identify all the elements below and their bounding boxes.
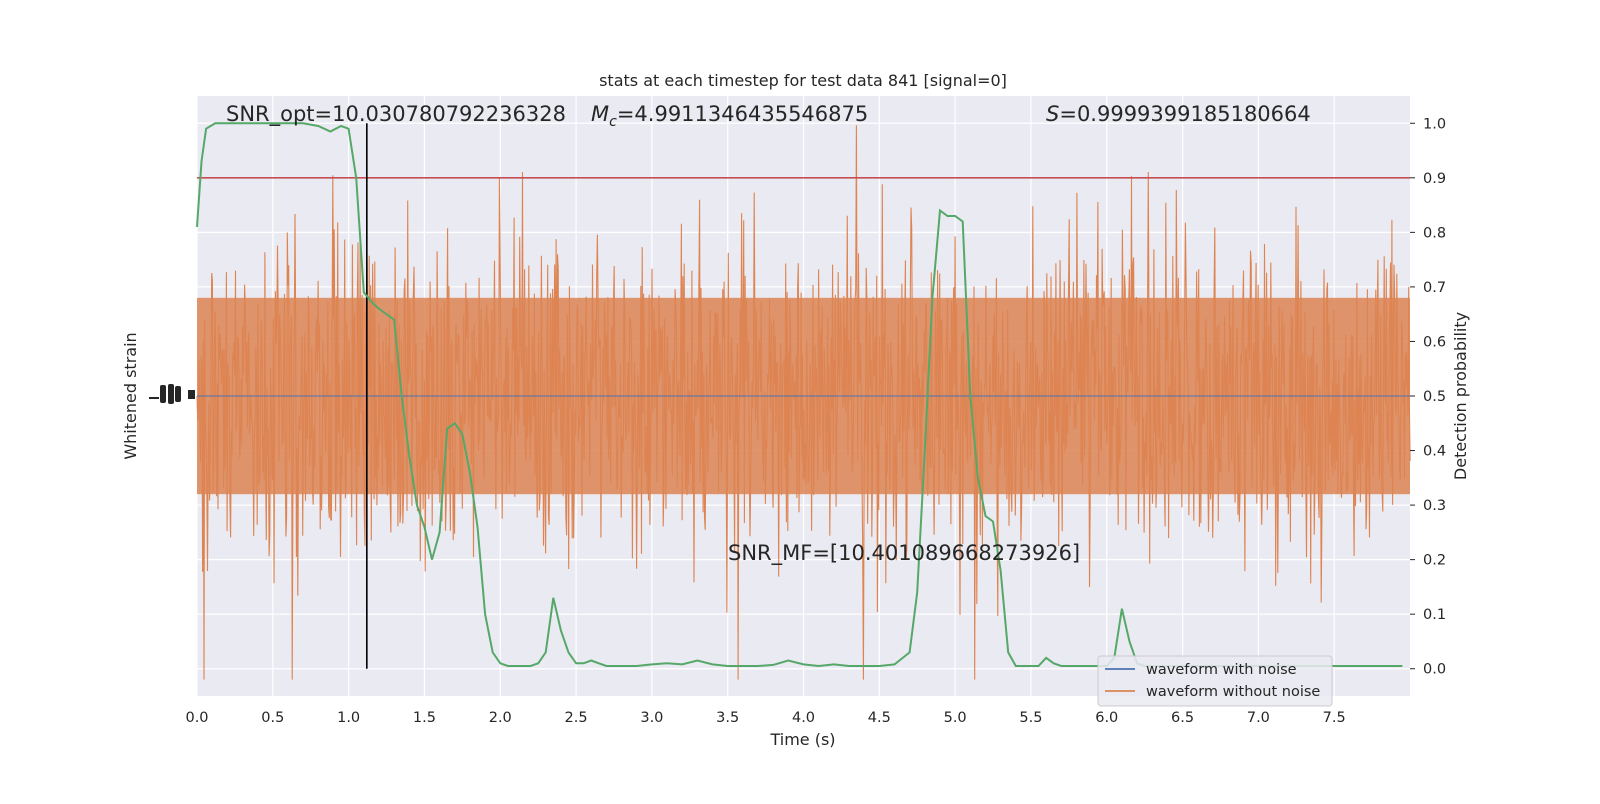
chirp-mass-annotation: Mc=4.9911346435546875 [591,102,868,130]
x-axis-label: Time (s) [769,730,835,749]
x-tick-label: 5.5 [1019,710,1042,726]
y-tick-label: 0.5 [1423,389,1446,405]
legend-label-with-noise: waveform with noise [1146,662,1297,678]
chirp-mass-value: =4.9911346435546875 [617,102,868,126]
legend-label-without-noise: waveform without noise [1146,684,1320,700]
snr-opt-annotation: SNR_opt=10.030780792236328 [226,102,566,127]
x-tick-label: 6.0 [1095,710,1118,726]
y-tick-label: 0.6 [1423,334,1446,350]
stat-s-symbol: S [1046,102,1059,126]
legend: waveform with noise waveform without noi… [1097,655,1333,707]
stat-s-annotation: S=0.9999399185180664 [1046,102,1311,126]
x-tick-label: 2.0 [489,710,512,726]
y-axis-right-label: Detection probability [1451,312,1470,480]
x-tick-label: 5.0 [944,710,967,726]
x-tick-label: 3.5 [716,710,739,726]
y-tick-label: 0.8 [1423,225,1446,241]
snr-mf-annotation: SNR_MF=[10.401089668273926] [728,541,1080,566]
x-tick-label: 7.0 [1247,710,1270,726]
y-tick-label: 0.2 [1423,553,1446,569]
x-tick-label: 4.5 [868,710,891,726]
chirp-mass-symbol: M [591,102,609,126]
whitened-strain-plot [196,125,1411,680]
y-tick-label: 0.7 [1423,280,1446,296]
y-tick-label: 0.4 [1423,444,1446,460]
y-tick-label: 0.3 [1423,498,1446,514]
stat-s-value: =0.9999399185180664 [1059,102,1310,126]
y-tick-label: 0.1 [1423,607,1446,623]
y-tick-label: 0.9 [1423,171,1446,187]
x-tick-label: 3.0 [640,710,663,726]
x-tick-label: 6.5 [1171,710,1194,726]
y-tick-label: 0.0 [1423,662,1446,678]
x-tick-label: 2.5 [565,710,588,726]
x-tick-label: 4.0 [792,710,815,726]
y-axis-right-ticks: 0.0 0.1 0.2 0.3 0.4 0.5 0.6 0.7 0.8 0.9 1.0 [1410,116,1446,678]
y-axis-left-label: Whitened strain [121,332,140,459]
y-axis-left-ticks [149,384,195,404]
x-tick-label: 1.5 [413,710,436,726]
legend-box [1097,655,1333,707]
x-tick-label: 1.0 [337,710,360,726]
x-tick-label: 7.5 [1323,710,1346,726]
chart-title: stats at each timestep for test data 841… [599,71,1007,90]
x-tick-label: 0.5 [261,710,284,726]
x-tick-label: 0.0 [185,710,208,726]
x-axis-ticks: 0.0 0.5 1.0 1.5 2.0 2.5 3.0 3.5 4.0 4.5 5.0 5.5 6.0 6… [185,710,1345,726]
chirp-mass-subscript: c [609,114,617,130]
y-tick-label: 1.0 [1423,116,1446,132]
